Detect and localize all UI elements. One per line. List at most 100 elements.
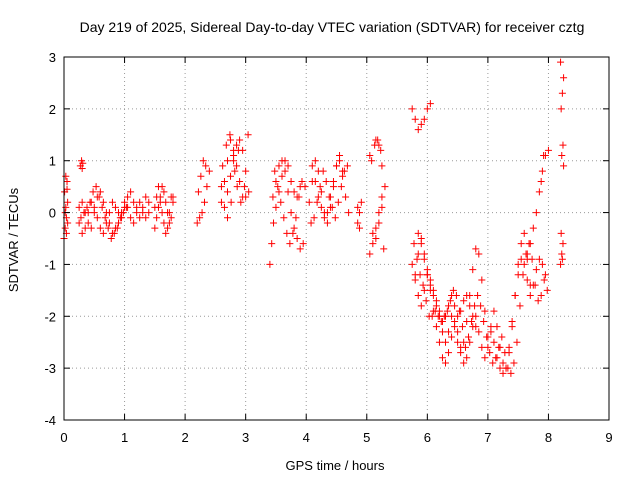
data-point bbox=[532, 266, 540, 274]
data-point bbox=[108, 198, 116, 206]
data-point bbox=[529, 224, 537, 232]
data-point bbox=[442, 338, 449, 346]
data-point bbox=[101, 214, 109, 222]
data-point bbox=[233, 162, 241, 170]
data-point bbox=[505, 349, 513, 357]
x-tick-label: 8 bbox=[545, 430, 552, 445]
data-point bbox=[222, 141, 230, 149]
data-point bbox=[142, 193, 150, 201]
data-point bbox=[78, 229, 86, 237]
data-point bbox=[408, 105, 416, 113]
data-point bbox=[463, 292, 471, 300]
data-point bbox=[242, 193, 250, 201]
data-point bbox=[558, 89, 566, 97]
data-point bbox=[202, 162, 210, 170]
data-point bbox=[119, 209, 127, 217]
data-point bbox=[448, 312, 456, 320]
y-tick-label: 2 bbox=[49, 102, 56, 117]
data-point bbox=[96, 188, 104, 196]
data-point bbox=[558, 255, 566, 263]
data-point bbox=[219, 162, 227, 170]
data-point bbox=[115, 219, 122, 227]
data-point bbox=[266, 260, 274, 268]
x-tick-label: 4 bbox=[303, 430, 310, 445]
data-point bbox=[145, 209, 153, 217]
data-point bbox=[337, 183, 345, 191]
data-point bbox=[560, 162, 568, 170]
data-point bbox=[145, 198, 153, 206]
data-point bbox=[541, 271, 549, 279]
data-point bbox=[477, 302, 485, 310]
data-point bbox=[231, 167, 239, 175]
data-point bbox=[277, 198, 285, 206]
data-point bbox=[520, 229, 528, 237]
data-point bbox=[502, 364, 510, 372]
data-point bbox=[278, 157, 286, 165]
data-point bbox=[127, 188, 135, 196]
data-point bbox=[345, 209, 353, 217]
y-tick-label: -2 bbox=[44, 309, 56, 324]
data-point bbox=[448, 292, 456, 300]
data-point bbox=[139, 209, 147, 217]
data-point bbox=[110, 229, 118, 237]
data-point bbox=[460, 359, 468, 367]
y-axis-label: SDTVAR / TECUs bbox=[6, 187, 21, 292]
data-point bbox=[336, 157, 344, 165]
data-point bbox=[557, 105, 565, 113]
y-tick-label: 0 bbox=[49, 206, 56, 221]
data-point bbox=[167, 214, 175, 222]
data-point bbox=[493, 323, 501, 331]
data-point bbox=[417, 240, 425, 248]
data-point bbox=[329, 177, 337, 185]
data-point bbox=[130, 219, 138, 227]
data-point bbox=[543, 286, 551, 294]
data-point bbox=[465, 333, 473, 341]
data-point bbox=[458, 323, 466, 331]
data-points bbox=[60, 58, 568, 377]
data-point bbox=[466, 302, 474, 310]
data-point bbox=[454, 328, 462, 336]
data-point bbox=[224, 188, 231, 196]
data-point bbox=[310, 214, 318, 222]
data-point bbox=[95, 193, 103, 201]
data-point bbox=[199, 157, 207, 165]
data-point bbox=[356, 224, 364, 232]
data-point bbox=[236, 136, 244, 144]
data-point bbox=[286, 240, 294, 248]
data-point bbox=[481, 307, 489, 315]
data-point bbox=[272, 177, 280, 185]
data-point bbox=[442, 312, 449, 320]
data-point bbox=[474, 292, 482, 300]
data-point bbox=[517, 255, 525, 263]
data-point bbox=[435, 338, 443, 346]
data-point bbox=[299, 240, 307, 248]
data-point bbox=[105, 219, 113, 227]
data-point bbox=[311, 157, 319, 165]
data-point bbox=[490, 307, 498, 315]
data-point bbox=[498, 333, 506, 341]
data-point bbox=[544, 146, 552, 154]
data-point bbox=[287, 209, 295, 217]
data-point bbox=[197, 172, 205, 180]
data-point bbox=[271, 167, 279, 175]
data-point bbox=[328, 203, 336, 211]
data-point bbox=[496, 364, 504, 372]
data-point bbox=[78, 164, 86, 172]
data-point bbox=[77, 214, 85, 222]
data-point bbox=[375, 219, 383, 227]
x-tick-label: 0 bbox=[60, 430, 67, 445]
data-point bbox=[64, 198, 72, 206]
data-point bbox=[296, 245, 304, 253]
data-point bbox=[317, 203, 325, 211]
data-point bbox=[298, 177, 306, 185]
data-point bbox=[160, 219, 168, 227]
data-point bbox=[200, 198, 208, 206]
data-point bbox=[151, 224, 159, 232]
data-point bbox=[460, 338, 468, 346]
data-point bbox=[511, 292, 519, 300]
data-point bbox=[90, 209, 98, 217]
data-point bbox=[165, 209, 173, 217]
data-point bbox=[371, 141, 379, 149]
data-point bbox=[301, 183, 309, 191]
